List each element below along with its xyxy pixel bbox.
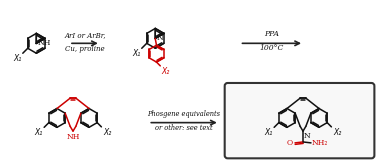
Text: X₁: X₁ (13, 54, 21, 63)
Text: X₂: X₂ (333, 128, 341, 137)
Text: X₂: X₂ (103, 128, 111, 137)
Text: NH₂: NH₂ (312, 139, 328, 147)
Text: NH: NH (38, 39, 51, 47)
Text: NH: NH (66, 133, 80, 141)
Text: X₁: X₁ (264, 128, 273, 137)
Text: N: N (304, 132, 311, 140)
Text: Phosgene equivalents: Phosgene equivalents (147, 110, 220, 118)
Text: O: O (287, 139, 293, 147)
Text: PPA: PPA (264, 30, 279, 38)
Text: 100°C: 100°C (259, 44, 284, 52)
Text: ArI or ArBr,: ArI or ArBr, (64, 31, 106, 39)
Text: X₂: X₂ (161, 67, 169, 76)
Text: N: N (156, 34, 163, 42)
Text: X₁: X₁ (34, 128, 43, 137)
Text: or other: see text: or other: see text (155, 124, 213, 132)
Text: Cu, proline: Cu, proline (65, 45, 105, 53)
FancyBboxPatch shape (225, 83, 374, 158)
Text: X₁: X₁ (132, 49, 140, 58)
